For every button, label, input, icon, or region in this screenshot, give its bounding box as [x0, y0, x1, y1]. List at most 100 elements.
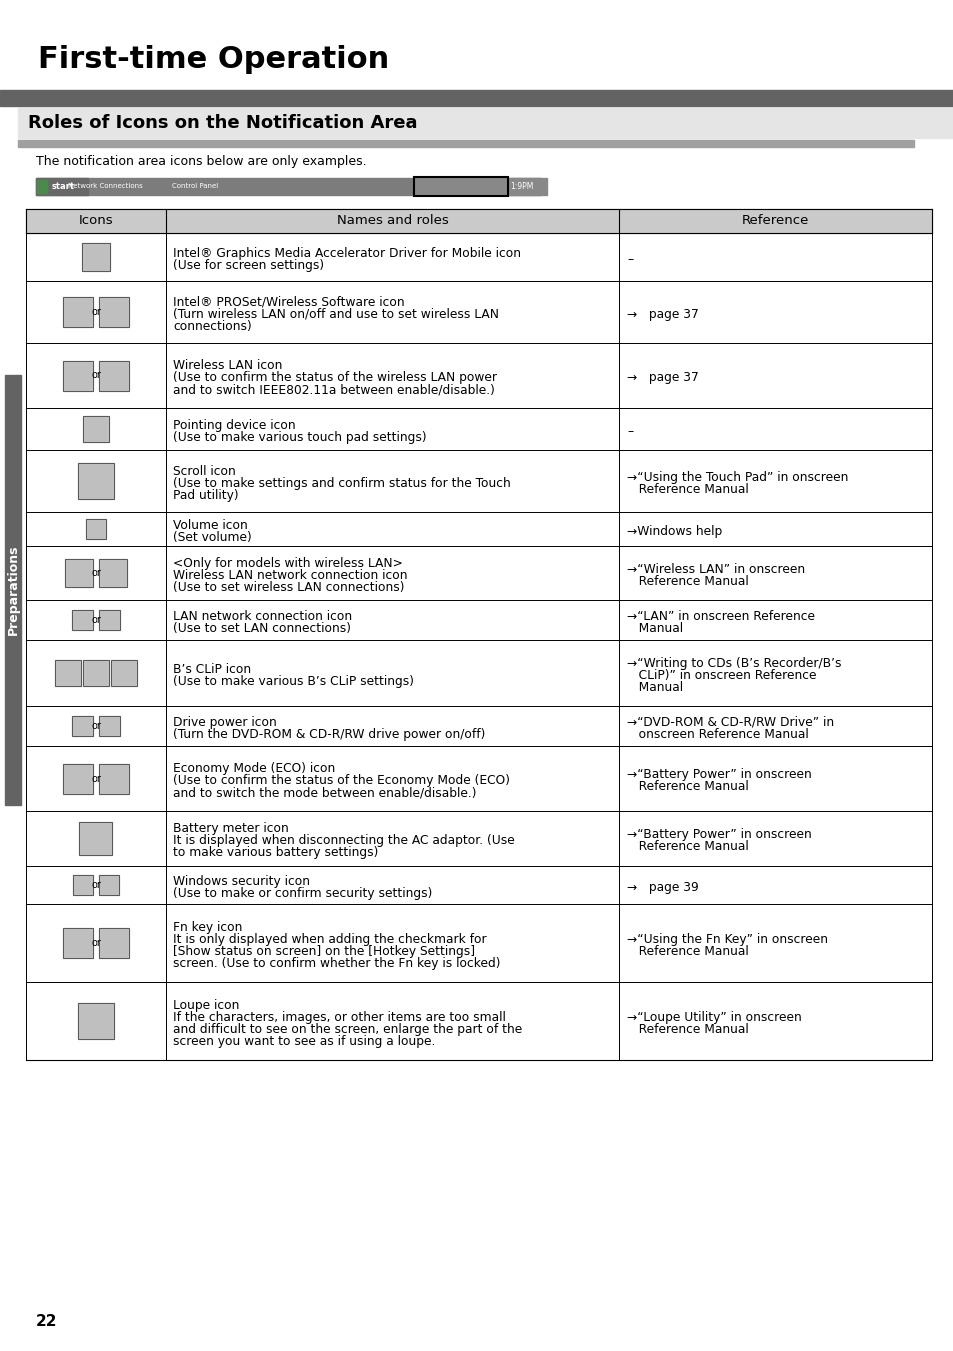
Bar — [65, 559, 92, 588]
Text: →“Battery Power” in onscreen: →“Battery Power” in onscreen — [626, 828, 811, 842]
Text: →“DVD-ROM & CD-R/RW Drive” in: →“DVD-ROM & CD-R/RW Drive” in — [626, 716, 833, 728]
Bar — [86, 519, 106, 539]
Text: →   page 37: → page 37 — [626, 372, 698, 384]
Bar — [26, 866, 931, 904]
Bar — [26, 281, 931, 343]
Bar — [65, 559, 92, 588]
Text: Fn key icon: Fn key icon — [172, 921, 242, 934]
Text: or: or — [91, 567, 101, 578]
Bar — [99, 609, 120, 631]
Bar — [72, 716, 92, 736]
Text: or: or — [91, 615, 101, 626]
Text: →“Using the Fn Key” in onscreen: →“Using the Fn Key” in onscreen — [626, 932, 827, 946]
Text: Battery meter icon: Battery meter icon — [172, 823, 289, 835]
Bar — [99, 928, 129, 958]
Text: It is displayed when disconnecting the AC adaptor. (Use: It is displayed when disconnecting the A… — [172, 835, 515, 847]
Text: →   page 37: → page 37 — [626, 308, 698, 320]
Text: screen. (Use to confirm whether the Fn key is locked): screen. (Use to confirm whether the Fn k… — [172, 957, 500, 970]
Bar — [36, 178, 540, 195]
Text: B’s CLiP icon: B’s CLiP icon — [172, 663, 251, 676]
Bar — [99, 609, 120, 631]
Text: Windows security icon: Windows security icon — [172, 875, 310, 888]
Bar — [82, 243, 111, 272]
Text: connections): connections) — [172, 320, 252, 332]
Text: →Windows help: →Windows help — [626, 524, 721, 538]
Bar — [72, 716, 92, 736]
Text: Reference Manual: Reference Manual — [626, 781, 748, 793]
Text: (Use for screen settings): (Use for screen settings) — [172, 259, 324, 272]
Text: 1:9PM: 1:9PM — [510, 182, 533, 190]
Text: Wireless LAN icon: Wireless LAN icon — [172, 359, 282, 373]
Text: start: start — [52, 182, 75, 190]
Bar — [99, 763, 129, 793]
Text: –: – — [626, 253, 633, 266]
Text: (Use to set LAN connections): (Use to set LAN connections) — [172, 621, 351, 635]
Bar — [26, 343, 931, 408]
Text: or: or — [91, 307, 101, 317]
Text: Network Connections: Network Connections — [68, 184, 142, 189]
Text: The notification area icons below are only examples.: The notification area icons below are on… — [36, 155, 366, 169]
Bar — [26, 746, 931, 811]
Text: onscreen Reference Manual: onscreen Reference Manual — [626, 728, 808, 740]
Bar — [99, 928, 129, 958]
Bar — [78, 463, 113, 499]
Bar — [414, 177, 507, 196]
Bar — [111, 661, 137, 686]
Text: Names and roles: Names and roles — [336, 215, 448, 227]
Bar — [73, 875, 92, 894]
Text: and to switch IEEE802.11a between enable/disable.): and to switch IEEE802.11a between enable… — [172, 384, 495, 396]
Text: Roles of Icons on the Notification Area: Roles of Icons on the Notification Area — [28, 113, 417, 132]
Bar — [99, 716, 120, 736]
Text: screen you want to see as if using a loupe.: screen you want to see as if using a lou… — [172, 1035, 435, 1048]
Text: If the characters, images, or other items are too small: If the characters, images, or other item… — [172, 1011, 505, 1024]
Bar — [26, 640, 931, 707]
Bar — [26, 450, 931, 512]
Text: CLiP)” in onscreen Reference: CLiP)” in onscreen Reference — [626, 669, 816, 682]
Text: LAN network connection icon: LAN network connection icon — [172, 609, 352, 623]
Text: (Use to make or confirm security settings): (Use to make or confirm security setting… — [172, 886, 432, 900]
Bar — [26, 904, 931, 982]
Bar — [63, 928, 92, 958]
Text: First-time Operation: First-time Operation — [38, 46, 389, 74]
Bar — [26, 707, 931, 746]
Bar — [5, 376, 21, 805]
Bar — [415, 178, 546, 195]
Bar — [111, 661, 137, 686]
Text: (Use to make various B’s CLiP settings): (Use to make various B’s CLiP settings) — [172, 674, 414, 688]
Text: →   page 39: → page 39 — [626, 881, 698, 894]
Text: →“Loupe Utility” in onscreen: →“Loupe Utility” in onscreen — [626, 1011, 801, 1024]
Bar — [63, 361, 92, 390]
Bar — [63, 297, 92, 327]
Text: Intel® PROSet/Wireless Software icon: Intel® PROSet/Wireless Software icon — [172, 296, 404, 309]
Text: or: or — [91, 370, 101, 381]
Text: Intel® Graphics Media Accelerator Driver for Mobile icon: Intel® Graphics Media Accelerator Driver… — [172, 247, 520, 259]
Text: Manual: Manual — [626, 681, 682, 694]
Bar — [99, 297, 129, 327]
Bar — [83, 416, 109, 442]
Bar — [26, 232, 931, 281]
Text: Manual: Manual — [626, 621, 682, 635]
Text: to make various battery settings): to make various battery settings) — [172, 846, 378, 859]
Text: 22: 22 — [36, 1315, 57, 1329]
Bar — [79, 821, 112, 855]
Text: (Turn the DVD-ROM & CD-R/RW drive power on/off): (Turn the DVD-ROM & CD-R/RW drive power … — [172, 728, 485, 740]
Bar — [63, 763, 92, 793]
Text: or: or — [91, 774, 101, 784]
Text: (Use to confirm the status of the wireless LAN power: (Use to confirm the status of the wirele… — [172, 372, 497, 384]
Text: →“Writing to CDs (B’s Recorder/B’s: →“Writing to CDs (B’s Recorder/B’s — [626, 657, 841, 670]
Text: Pointing device icon: Pointing device icon — [172, 419, 295, 432]
Bar — [26, 600, 931, 640]
Text: Loupe icon: Loupe icon — [172, 998, 239, 1012]
Bar — [83, 661, 109, 686]
Text: Drive power icon: Drive power icon — [172, 716, 276, 728]
Bar — [26, 811, 931, 866]
Text: Preparations: Preparations — [7, 544, 19, 635]
Bar — [26, 209, 931, 232]
Bar — [99, 297, 129, 327]
Text: Control Panel: Control Panel — [172, 184, 218, 189]
Text: (Use to make settings and confirm status for the Touch: (Use to make settings and confirm status… — [172, 477, 510, 490]
Text: Scroll icon: Scroll icon — [172, 465, 235, 478]
Text: (Set volume): (Set volume) — [172, 531, 252, 544]
Bar — [78, 1002, 113, 1039]
Bar — [37, 180, 47, 193]
